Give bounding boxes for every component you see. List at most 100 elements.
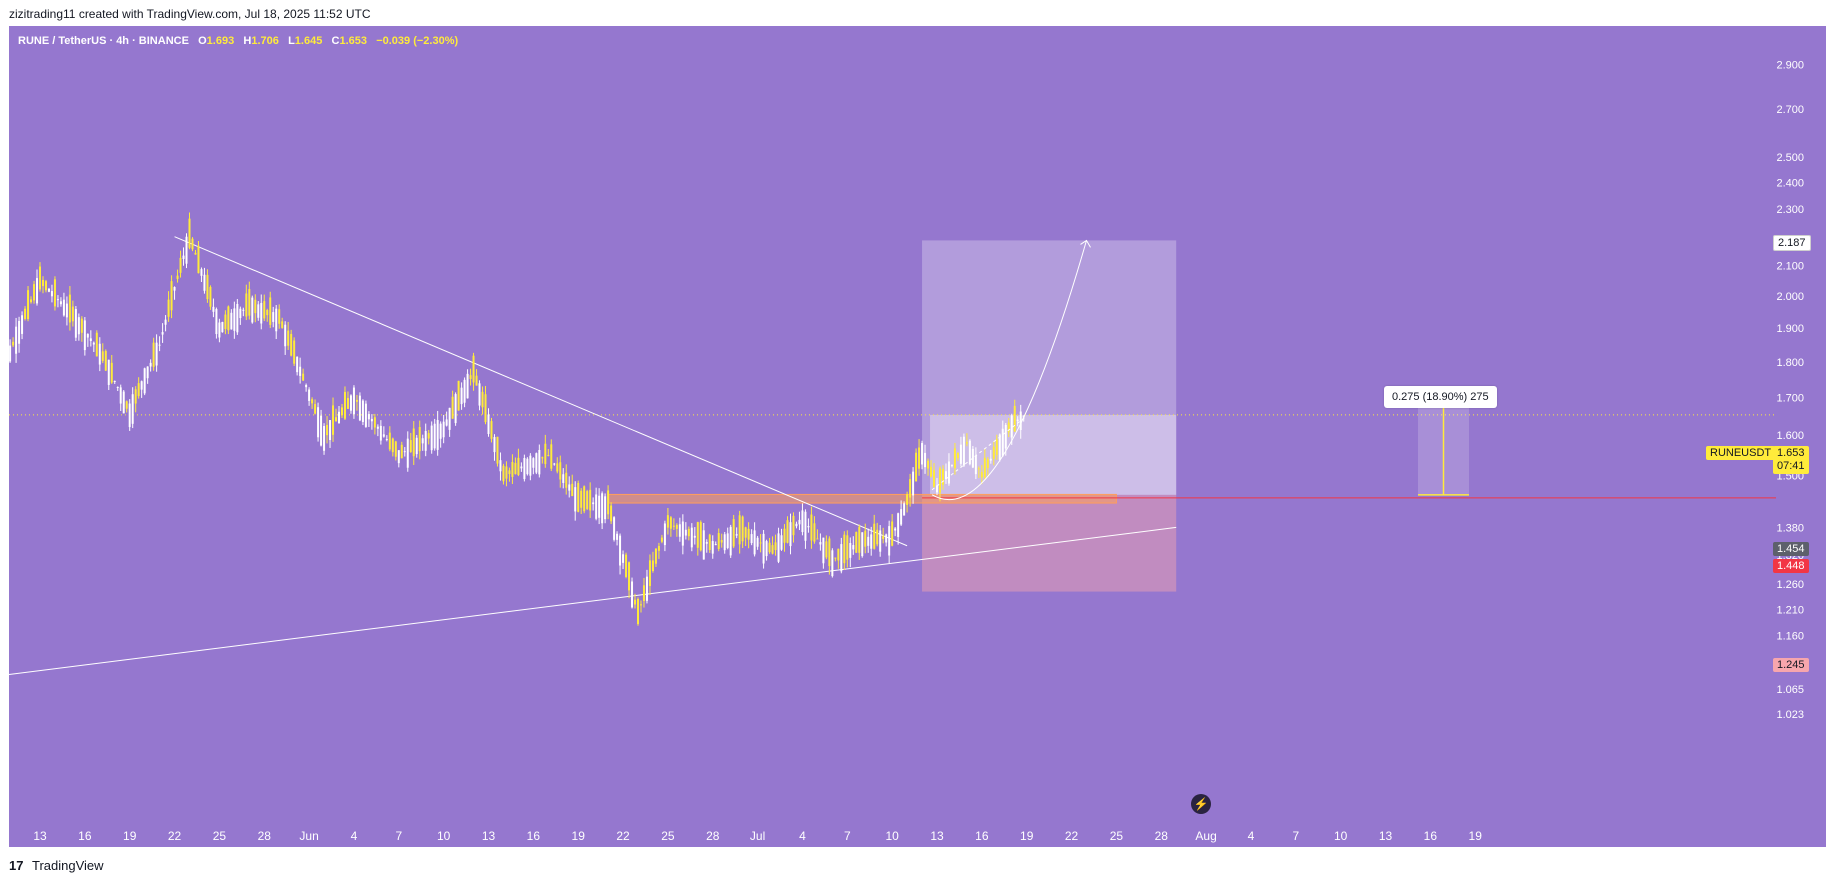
candle-body	[947, 461, 950, 484]
candle-body	[924, 452, 927, 468]
candle-body	[209, 287, 212, 307]
lightning-icon[interactable]: ⚡	[1191, 794, 1211, 814]
footer-brand[interactable]: TradingView	[32, 858, 104, 873]
time-tick-label: 25	[661, 829, 675, 843]
candle-body	[245, 293, 248, 317]
candle-body	[311, 399, 314, 404]
candle-body	[897, 513, 900, 537]
candle-body	[586, 491, 589, 509]
price-tick-label: 1.023	[1776, 709, 1804, 721]
candle-body	[346, 398, 349, 409]
candle-body	[654, 548, 657, 564]
legend-open: 1.693	[206, 35, 235, 47]
candle-body	[909, 479, 912, 498]
candle-body	[580, 490, 583, 508]
candle-body	[622, 554, 625, 563]
candle-body	[131, 394, 134, 424]
candle-body	[986, 459, 989, 469]
candle-body	[442, 421, 445, 438]
price-tick-label: 1.260	[1776, 579, 1804, 591]
candle-body	[343, 391, 346, 419]
candle-body	[672, 525, 675, 527]
candle-body	[281, 321, 284, 328]
candle-body	[771, 545, 774, 554]
candle-body	[224, 314, 227, 329]
candle-body	[176, 275, 179, 279]
candle-body	[843, 534, 846, 564]
candle-body	[514, 462, 517, 475]
candle-body	[358, 395, 361, 421]
candle-body	[206, 274, 209, 300]
legend-symbol: RUNE / TetherUS · 4h · BINANCE	[18, 35, 189, 47]
last-price-tag: 1.653 07:41	[1773, 446, 1809, 474]
candle-body	[59, 301, 62, 305]
candle-body	[9, 345, 12, 362]
candle-body	[547, 454, 550, 456]
footer: 17 TradingView	[0, 847, 1835, 884]
candle-body	[158, 344, 161, 346]
chart-area[interactable]: 2.900 2.700 2.500 2.400 2.300 2.100 2.000 1.900…	[9, 26, 1826, 847]
time-tick-label: 4	[799, 829, 806, 843]
price-tick-label: 1.380	[1776, 522, 1804, 534]
chart-credit: zizitrading11 created with TradingView.c…	[9, 7, 371, 21]
candle-body	[720, 539, 723, 543]
price-tick-label: 2.500	[1776, 152, 1804, 164]
candle-body	[639, 604, 642, 606]
candle-body	[218, 322, 221, 338]
candle-body	[161, 332, 164, 335]
candle-body	[708, 534, 711, 550]
candle-body	[690, 527, 693, 548]
candle-body	[80, 318, 83, 333]
candle-body	[523, 457, 526, 480]
candle-body	[669, 517, 672, 529]
chart-canvas[interactable]: 2.900 2.700 2.500 2.400 2.300 2.100 2.000 1.900…	[9, 26, 1826, 847]
time-tick-label: 28	[1155, 829, 1169, 843]
candle-body	[487, 414, 490, 434]
time-tick-label: 16	[527, 829, 541, 843]
candle-body	[299, 366, 302, 376]
legend-l-label: L	[288, 35, 295, 47]
candle-body	[831, 550, 834, 577]
candle-body	[538, 450, 541, 475]
candle-body	[732, 519, 735, 547]
candle-body	[795, 523, 798, 527]
candle-body	[983, 457, 986, 478]
candle-body	[541, 457, 544, 459]
tradingview-logo-icon[interactable]: 17	[9, 858, 24, 873]
candle-body	[756, 537, 759, 547]
legend-low: 1.645	[294, 35, 323, 47]
candle-body	[376, 426, 379, 429]
candle-body	[448, 407, 451, 430]
candle-body	[415, 437, 418, 455]
candle-body	[607, 490, 610, 515]
price-tick-label: 2.100	[1776, 261, 1804, 273]
candle-body	[933, 470, 936, 487]
candle-body	[553, 463, 556, 465]
time-tick-label: 19	[1020, 829, 1034, 843]
time-tick-label: 13	[930, 829, 944, 843]
candle-body	[529, 455, 532, 476]
candle-body	[367, 414, 370, 420]
candle-body	[959, 444, 962, 464]
candle-body	[956, 452, 959, 459]
price-tick-label: 1.600	[1776, 430, 1804, 442]
legend-close: 1.653	[339, 35, 367, 47]
candle-body	[302, 373, 305, 381]
candle-body	[816, 538, 819, 540]
candle-body	[953, 448, 956, 469]
candle-body	[921, 443, 924, 465]
candle-body	[370, 418, 373, 422]
time-tick-label: 10	[885, 829, 899, 843]
candle-body	[466, 373, 469, 399]
candle-body	[33, 284, 36, 301]
candle-body	[562, 474, 565, 483]
candle-body	[113, 381, 116, 383]
measure-label[interactable]: 0.275 (18.90%) 275	[1384, 386, 1497, 408]
candle-body	[47, 288, 50, 292]
candle-body	[687, 528, 690, 537]
candle-body	[950, 464, 953, 466]
candle-body	[27, 290, 30, 320]
candle-body	[1019, 411, 1022, 431]
candle-body	[915, 452, 918, 482]
candle-body	[526, 458, 529, 475]
